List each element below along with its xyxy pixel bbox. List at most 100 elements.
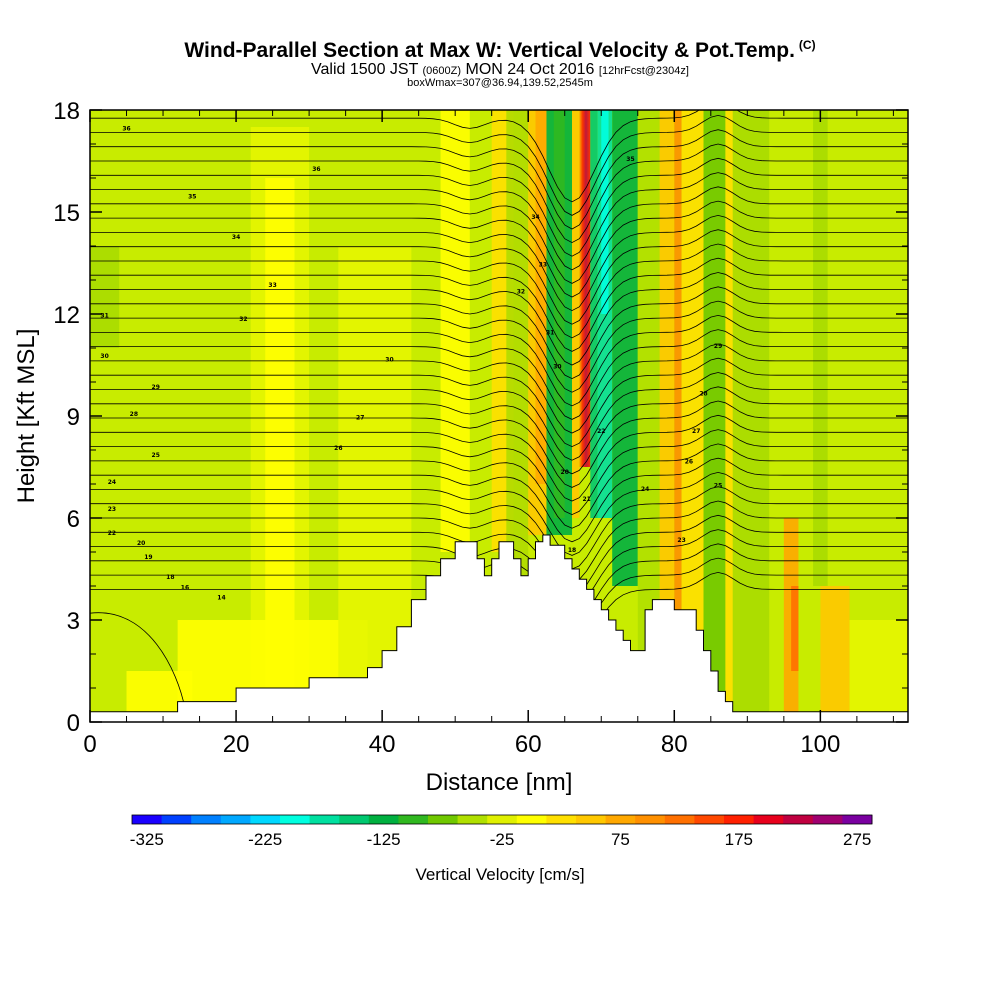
isentrope — [90, 129, 908, 230]
colorbar-swatch — [250, 815, 281, 824]
isentrope — [90, 372, 908, 461]
colorbar-swatch — [368, 815, 399, 824]
isentrope-label: 36 — [122, 125, 130, 132]
colorbar-swatch — [161, 815, 192, 824]
valid-time: Valid 1500 JST — [311, 61, 419, 78]
colorbar-swatch — [132, 815, 163, 824]
field-band — [813, 110, 828, 586]
field-band — [637, 110, 660, 654]
field-band — [440, 110, 470, 552]
isentrope-label: 35 — [626, 156, 634, 163]
isentrope-label: 30 — [553, 363, 561, 370]
colorbar-swatch — [783, 815, 814, 824]
isentrope — [90, 200, 908, 298]
isentrope — [90, 429, 908, 516]
colorbar-swatch — [428, 815, 459, 824]
isentrope — [90, 471, 908, 556]
field-band — [579, 110, 591, 467]
isentrope-label: 30 — [385, 357, 393, 364]
field-band — [703, 110, 726, 705]
colorbar-swatch — [516, 815, 547, 824]
colorbar-swatch — [812, 815, 843, 824]
colorbar-swatch — [339, 815, 370, 824]
isentrope — [90, 400, 908, 488]
isentrope-label: 29 — [714, 343, 722, 350]
isentrope — [90, 272, 908, 366]
colorbar-swatch — [842, 815, 873, 824]
isentrope-label: 26 — [334, 445, 342, 452]
x-tick-label: 60 — [515, 731, 542, 758]
field-band — [553, 110, 565, 518]
isentrope — [90, 500, 908, 584]
field-band — [90, 246, 120, 348]
isentrope — [90, 157, 908, 257]
y-tick-label: 15 — [53, 200, 80, 227]
isentrope-label: 34 — [232, 234, 240, 241]
colorbar-swatch — [457, 815, 488, 824]
isentrope-label: 22 — [108, 530, 116, 537]
terrain-profile — [89, 534, 909, 723]
colorbar-tick-label: -225 — [248, 830, 282, 849]
colorbar-title: Vertical Velocity [cm/s] — [415, 865, 584, 884]
isentrope-label: 36 — [312, 166, 320, 173]
colorbar-tick-label: -125 — [367, 830, 401, 849]
colorbar-swatch — [220, 815, 251, 824]
colorbar-tick-label: 75 — [611, 830, 630, 849]
isentrope — [90, 443, 908, 529]
isentrope-label: 28 — [699, 391, 707, 398]
isentrope — [90, 214, 908, 312]
colorbar-tick-label: 275 — [843, 830, 871, 849]
colorbar-swatch — [724, 815, 755, 824]
isentrope — [90, 172, 908, 271]
field-band — [265, 178, 295, 688]
colorbar-swatch — [309, 815, 340, 824]
field-band — [612, 110, 638, 586]
title-main: Wind-Parallel Section at Max W: Vertical… — [184, 39, 795, 62]
isentrope — [90, 486, 908, 570]
x-axis-title: Distance [nm] — [426, 769, 573, 796]
isentrope-label: 27 — [356, 414, 364, 421]
colorbar-tick-label: -25 — [490, 830, 515, 849]
isentrope — [90, 314, 908, 407]
x-tick-label: 0 — [83, 731, 96, 758]
potential-temperature-isolines: 36 36 35 34 33 32 31 30 30 29 28 27 26 25 24 23 22 20 19 18… — [90, 110, 908, 709]
chart-title: Wind-Parallel Section at Max W: Vertical… — [0, 38, 1000, 63]
isentrope-label: 34 — [531, 214, 539, 221]
isentrope-label: 31 — [100, 312, 108, 319]
x-tick-label: 80 — [661, 731, 688, 758]
isentrope-label: 19 — [144, 554, 152, 561]
isentrope-label: 22 — [597, 428, 605, 435]
field-band — [791, 586, 799, 671]
isentrope-label: 26 — [685, 459, 693, 466]
valid-date: MON 24 Oct 2016 — [465, 61, 595, 78]
isentrope-label: 20 — [137, 540, 145, 547]
isentrope — [90, 457, 908, 543]
isentrope — [90, 186, 908, 284]
colorbar-swatch — [546, 815, 577, 824]
isentrope — [90, 257, 908, 352]
isentrope — [90, 343, 908, 434]
y-axis-title: Height [Kft MSL] — [13, 329, 40, 504]
isentrope — [90, 414, 908, 502]
colorbar-swatch — [753, 815, 784, 824]
forecast-info: [12hrFcst@2304z] — [598, 65, 689, 77]
isentrope — [90, 612, 186, 709]
isentrope-label: 32 — [517, 289, 525, 296]
colorbar-swatch — [576, 815, 607, 824]
x-tick-label: 100 — [800, 731, 840, 758]
colorbar-swatch — [280, 815, 311, 824]
valid-utc: (0600Z) — [422, 65, 462, 77]
isentrope-label: 23 — [108, 506, 116, 513]
isentrope — [90, 386, 908, 475]
isentrope-label: 18 — [568, 547, 576, 554]
field-band — [601, 110, 609, 314]
isentrope — [90, 110, 908, 203]
field-band — [506, 110, 529, 586]
isentrope-label: 25 — [152, 452, 160, 459]
isentrope — [90, 243, 908, 339]
x-tick-label: 20 — [223, 731, 250, 758]
isentrope-label: 33 — [539, 261, 547, 268]
field-band — [572, 110, 580, 518]
isentrope-label: 27 — [692, 428, 700, 435]
